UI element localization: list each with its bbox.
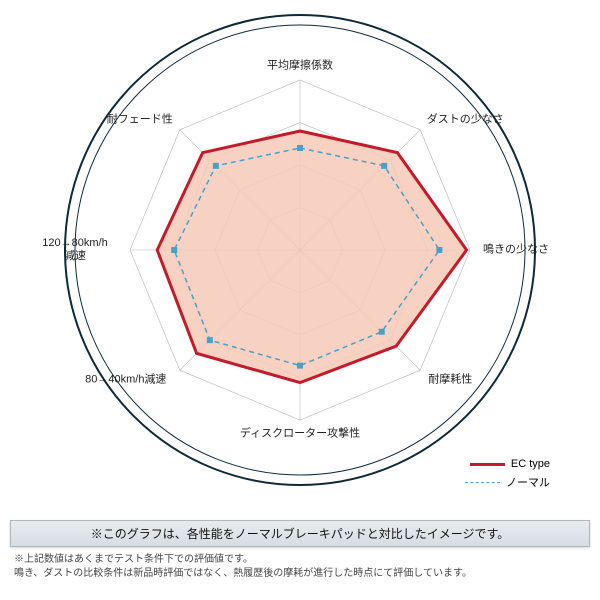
axis-label: 平均摩擦係数 [267,59,333,72]
axis-label: ダストの少なさ [427,113,504,126]
legend-swatch [465,482,500,483]
footnote-line-2: 鳴き、ダストの比較条件は新品時評価ではなく、熱履歴後の摩耗が進行した時点にて評価… [14,567,586,581]
legend-label: EC type [511,458,550,470]
legend-swatch [470,463,505,466]
axis-label: ディスクローター攻撃性 [240,427,360,440]
axis-label: 鳴きの少なさ [483,243,549,256]
footnote-line-1: ※上記数値はあくまでテスト条件下での評価値です。 [14,553,586,567]
legend-row: ノーマル [465,474,550,490]
radar-chart-container: 平均摩擦係数ダストの少なさ鳴きの少なさ耐摩耗性ディスクローター攻撃性 80→40k… [0,0,600,500]
caption-text: ※このグラフは、各性能をノーマルブレーキパッドと対比したイメージです。 [91,527,510,541]
footnote: ※上記数値はあくまでテスト条件下での評価値です。 鳴き、ダストの比較条件は新品時… [14,553,586,581]
caption-bar: ※このグラフは、各性能をノーマルブレーキパッドと対比したイメージです。 [10,520,590,547]
legend-label: ノーマル [506,474,550,490]
legend-row: EC type [465,458,550,470]
axis-label: 120→80km/h減速 [42,237,107,263]
axis-label: 耐摩耗性 [428,374,472,387]
axis-label: 80→40km/h減速 [85,374,166,387]
chart-legend: EC type ノーマル [465,454,550,490]
axis-label: 耐フェード性 [107,113,173,126]
